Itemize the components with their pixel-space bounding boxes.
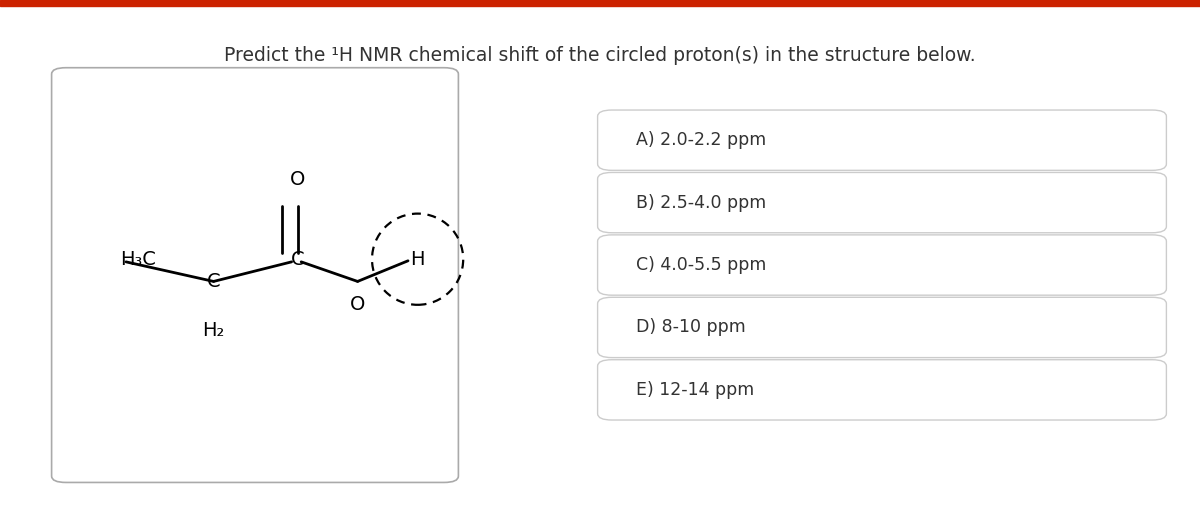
Text: A) 2.0-2.2 ppm: A) 2.0-2.2 ppm [636,131,767,149]
Bar [0,0,1200,6]
Text: H₂: H₂ [203,321,224,340]
Text: Predict the ¹H NMR chemical shift of the circled proton(s) in the structure belo: Predict the ¹H NMR chemical shift of the… [224,46,976,65]
FancyBboxPatch shape [598,110,1166,170]
Text: E) 12-14 ppm: E) 12-14 ppm [636,381,755,399]
Text: O: O [290,170,305,189]
FancyBboxPatch shape [598,235,1166,295]
Text: C) 4.0-5.5 ppm: C) 4.0-5.5 ppm [636,256,767,274]
FancyBboxPatch shape [598,297,1166,358]
FancyBboxPatch shape [52,68,458,482]
Text: B) 2.5-4.0 ppm: B) 2.5-4.0 ppm [636,194,767,212]
FancyBboxPatch shape [598,360,1166,420]
Text: C: C [206,272,221,291]
Text: H₃C: H₃C [120,250,156,269]
Text: C: C [290,250,305,269]
Text: H: H [410,250,425,269]
FancyBboxPatch shape [598,172,1166,233]
Text: D) 8-10 ppm: D) 8-10 ppm [636,318,745,336]
Text: O: O [350,295,365,314]
